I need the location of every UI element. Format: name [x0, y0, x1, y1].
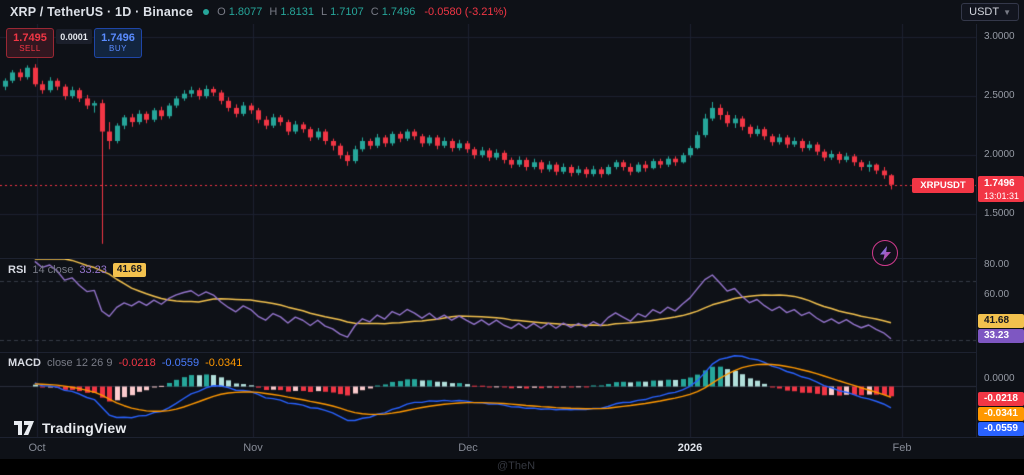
- trade-widget: 1.7495 SELL 0.0001 1.7496 BUY: [6, 28, 142, 58]
- rsi-value-axis-label: 33.23: [978, 329, 1024, 343]
- sell-label: SELL: [19, 44, 41, 53]
- rsi-header[interactable]: RSI 14 close 33.23 41.68: [8, 263, 146, 277]
- macd-panel: MACD close 12 26 9 -0.0218 -0.0559 -0.03…: [0, 352, 976, 437]
- price-tick: 2.5000: [984, 90, 1015, 101]
- bar-countdown: 13:01:31: [984, 191, 1020, 201]
- low-value: 1.7107: [330, 6, 364, 18]
- open-value: 1.8077: [228, 6, 263, 18]
- currency-dropdown-button[interactable]: USDT ▼: [961, 3, 1019, 21]
- bottom-strip: @TheN: [0, 459, 1024, 475]
- macd-canvas[interactable]: [0, 353, 976, 437]
- buy-button[interactable]: 1.7496 BUY: [94, 28, 142, 58]
- sell-price: 1.7495: [13, 32, 47, 44]
- macd-zero-tick: 0.0000: [984, 373, 1015, 384]
- main-chart-panel: 1.7495 SELL 0.0001 1.7496 BUY XRPUSDT: [0, 24, 976, 266]
- rsi-value: 33.23: [79, 264, 107, 276]
- symbol-title[interactable]: XRP / TetherUS · 1D · Binance: [10, 5, 194, 19]
- macd-line-axis-label: -0.0559: [978, 422, 1024, 436]
- macd-header[interactable]: MACD close 12 26 9 -0.0218 -0.0559 -0.03…: [8, 357, 242, 369]
- rsi-panel: RSI 14 close 33.23 41.68: [0, 258, 976, 352]
- market-status-dot: [203, 9, 210, 15]
- macd-hist-value: -0.0218: [118, 357, 156, 369]
- time-axis[interactable]: Oct Nov Dec 2026 Feb: [0, 437, 1024, 459]
- high-label: H: [269, 6, 278, 18]
- rsi-ma-axis-label: 41.68: [978, 314, 1024, 328]
- macd-title: MACD: [8, 357, 41, 369]
- tradingview-logo[interactable]: TradingView: [14, 420, 126, 436]
- chevron-down-icon: ▼: [1003, 7, 1011, 17]
- spread-value: 0.0001: [56, 29, 92, 44]
- rsi-tick: 60.00: [984, 289, 1010, 300]
- price-tick: 2.0000: [984, 149, 1015, 160]
- rsi-canvas[interactable]: [0, 259, 976, 352]
- price-line-symbol-tag: XRPUSDT: [912, 178, 974, 193]
- time-axis-label-year: 2026: [677, 442, 703, 454]
- price-tick: 1.5000: [984, 208, 1015, 219]
- rsi-ma-value: 41.68: [112, 263, 146, 277]
- price-tick: 3.0000: [984, 31, 1015, 42]
- price-axis[interactable]: 3.0000 2.5000 2.0000 1.5000 1.7496 13:01…: [976, 24, 1024, 437]
- close-value: 1.7496: [381, 6, 416, 18]
- tradingview-logo-icon: [14, 421, 34, 435]
- macd-signal-value: -0.0341: [205, 357, 243, 369]
- rsi-tick: 80.00: [984, 259, 1010, 270]
- time-axis-label: Dec: [458, 442, 478, 454]
- low-label: L: [320, 6, 328, 18]
- macd-line-value: -0.0559: [161, 357, 200, 369]
- time-axis-label: Nov: [243, 442, 263, 454]
- time-axis-label: Feb: [892, 442, 912, 454]
- watermark-text: @TheN: [497, 460, 536, 472]
- ohlc-readout: O 1.8077 H 1.8131 L 1.7107 C 1.7496 -0.0580 …: [217, 6, 507, 18]
- buy-label: BUY: [109, 44, 127, 53]
- macd-signal-axis-label: -0.0341: [978, 407, 1024, 421]
- currency-label: USDT: [969, 6, 1000, 18]
- sell-button[interactable]: 1.7495 SELL: [6, 28, 54, 58]
- tradingview-logo-text: TradingView: [42, 420, 127, 436]
- time-axis-label: Oct: [28, 442, 46, 454]
- rsi-params: 14 close: [32, 264, 74, 276]
- high-value: 1.8131: [280, 6, 314, 18]
- main-chart-canvas[interactable]: [0, 24, 976, 258]
- close-label: C: [370, 6, 379, 18]
- instant-trading-button[interactable]: [872, 240, 898, 266]
- macd-hist-axis-label: -0.0218: [978, 392, 1024, 406]
- open-label: O: [217, 6, 226, 18]
- last-price-value: 1.7496: [984, 178, 1015, 189]
- change-value: -0.0580 (-3.21%): [424, 6, 507, 18]
- rsi-title: RSI: [8, 264, 27, 276]
- last-price-label: 1.7496 13:01:31: [978, 176, 1024, 202]
- macd-params: close 12 26 9: [47, 357, 113, 369]
- buy-price: 1.7496: [101, 32, 135, 44]
- lightning-icon: [879, 245, 891, 261]
